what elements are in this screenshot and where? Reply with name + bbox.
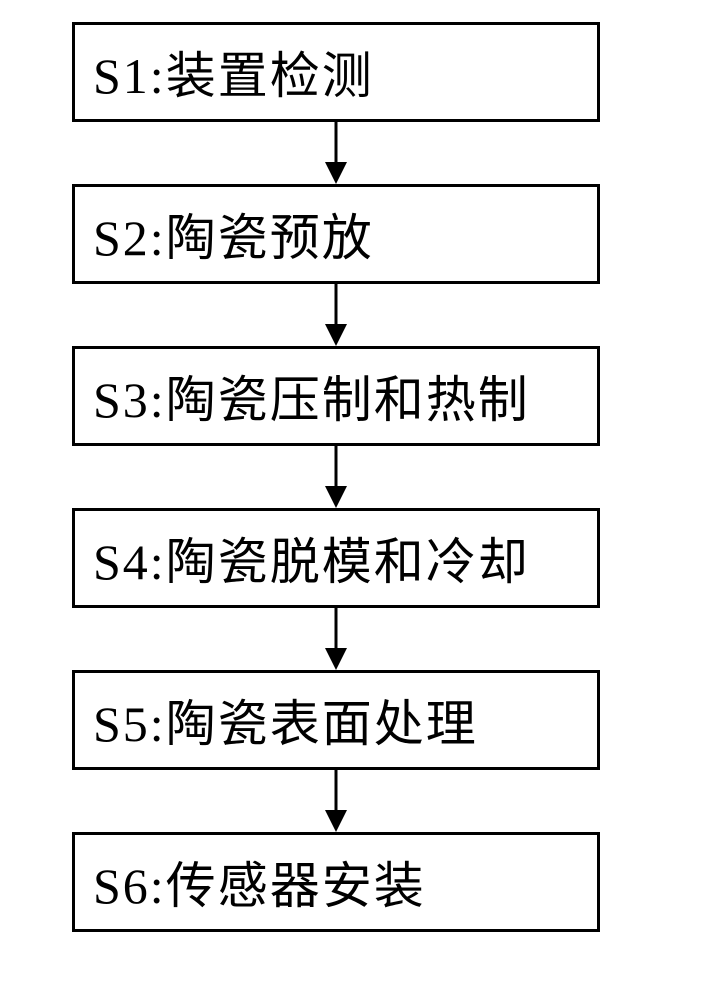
flow-arrow-s5-s6 (314, 770, 358, 832)
flow-step-s6: S6:传感器安装 (72, 832, 600, 932)
flow-step-label: S3:陶瓷压制和热制 (93, 360, 530, 432)
flow-step-s4: S4:陶瓷脱模和冷却 (72, 508, 600, 608)
flow-arrow-s2-s3 (314, 284, 358, 346)
flow-step-s3: S3:陶瓷压制和热制 (72, 346, 600, 446)
flow-step-label: S4:陶瓷脱模和冷却 (93, 522, 530, 594)
flow-step-label: S6:传感器安装 (93, 846, 426, 918)
flow-step-s5: S5:陶瓷表面处理 (72, 670, 600, 770)
flow-arrow-s1-s2 (314, 122, 358, 184)
flow-arrow-s4-s5 (314, 608, 358, 670)
flow-step-s1: S1:装置检测 (72, 22, 600, 122)
flow-step-s2: S2:陶瓷预放 (72, 184, 600, 284)
flow-step-label: S2:陶瓷预放 (93, 198, 374, 270)
flow-step-label: S1:装置检测 (93, 36, 374, 108)
flow-step-label: S5:陶瓷表面处理 (93, 684, 478, 756)
flow-arrow-s3-s4 (314, 446, 358, 508)
flowchart-canvas: S1:装置检测 S2:陶瓷预放 S3:陶瓷压制和热制 S4:陶瓷脱模和冷却 S5:陶瓷表… (0, 0, 707, 1000)
